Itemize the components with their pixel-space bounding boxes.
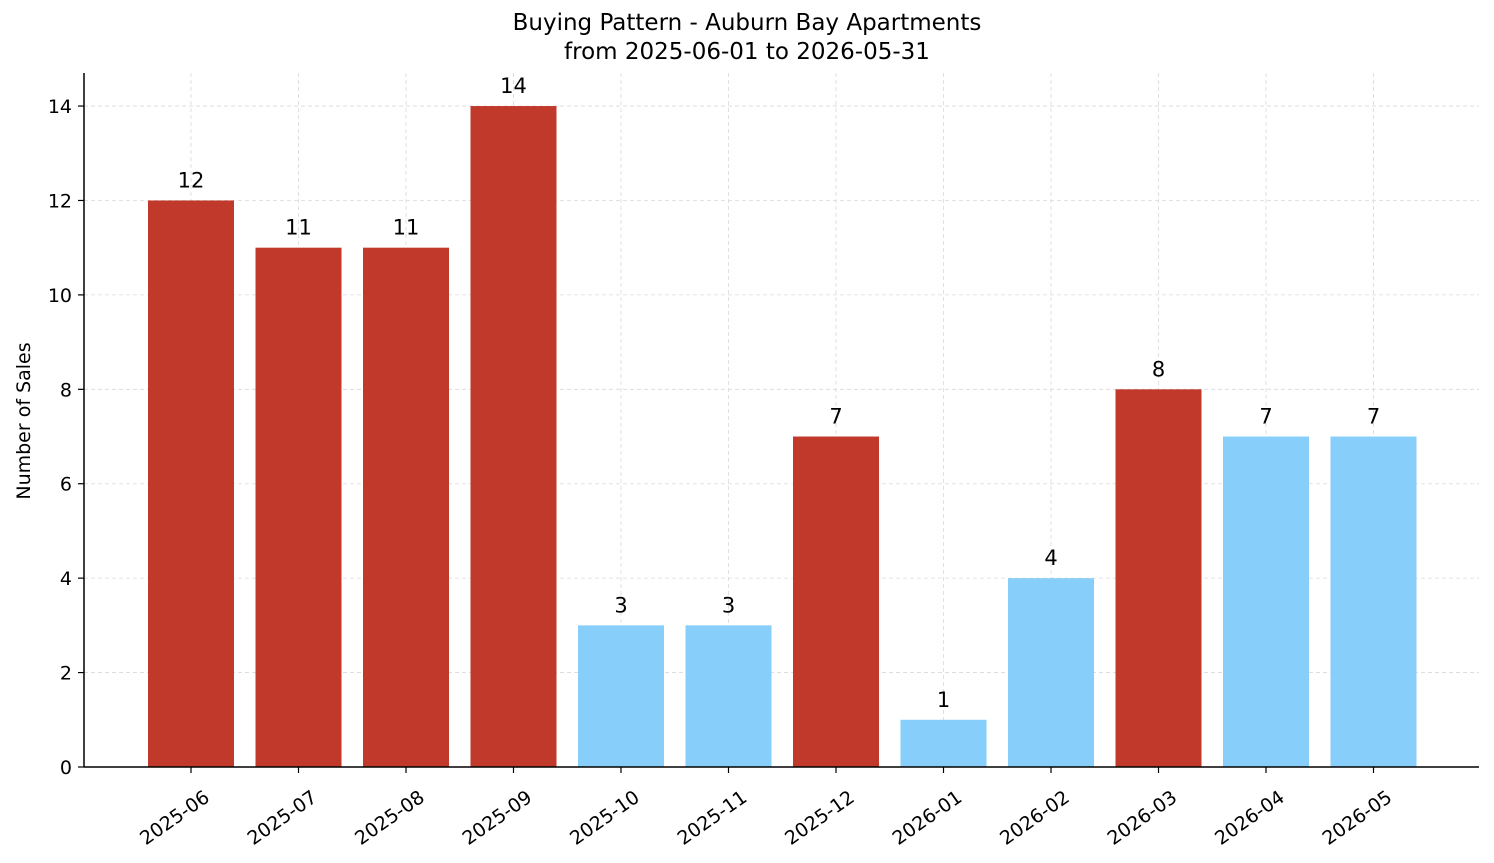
value-label: 14 (500, 74, 527, 98)
bar-2025-08 (363, 247, 449, 767)
y-tick-label: 8 (60, 379, 72, 401)
bar-2025-11 (685, 625, 772, 767)
y-tick-label: 12 (48, 190, 72, 212)
x-tick-label: 2025-08 (351, 786, 429, 850)
x-tick-label: 2026-01 (889, 786, 967, 850)
y-tick-label: 0 (60, 757, 72, 779)
x-tick-label: 2026-05 (1319, 786, 1397, 850)
bar-2026-02 (1008, 578, 1094, 767)
bar-2026-03 (1115, 389, 1202, 767)
y-tick-label: 10 (48, 285, 72, 307)
value-label: 7 (1367, 405, 1380, 429)
value-label: 7 (1259, 405, 1272, 429)
bar-2025-09 (470, 106, 557, 768)
value-label: 11 (285, 216, 312, 240)
y-axis-label: Number of Sales (13, 342, 35, 499)
value-label: 11 (393, 216, 420, 240)
bar-2025-12 (793, 436, 879, 767)
x-tick-label: 2025-12 (781, 786, 859, 850)
y-tick-label: 2 (60, 663, 72, 685)
value-label: 12 (178, 168, 205, 192)
value-label: 1 (937, 688, 950, 712)
chart-title-line-2: from 2025-06-01 to 2026-05-31 (564, 39, 930, 65)
value-label: 7 (829, 405, 842, 429)
x-tick-label: 2025-09 (459, 786, 537, 850)
bar-2025-07 (255, 247, 342, 767)
value-label: 8 (1152, 357, 1165, 381)
bars-layer (148, 106, 1417, 768)
bar-2026-01 (900, 719, 987, 767)
bar-2026-05 (1330, 436, 1417, 767)
bar-2026-04 (1223, 436, 1309, 767)
x-tick-label: 2025-11 (674, 786, 752, 850)
x-tick-label: 2026-03 (1104, 786, 1182, 850)
chart-title-line-1: Buying Pattern - Auburn Bay Apartments (512, 10, 982, 36)
value-label: 3 (722, 593, 735, 617)
x-tick-label: 2025-06 (136, 786, 214, 850)
x-tick-label: 2025-10 (566, 786, 644, 850)
y-tick-label: 4 (60, 568, 72, 590)
y-tick-label: 6 (60, 474, 72, 496)
value-label: 4 (1044, 546, 1057, 570)
x-tick-label: 2026-04 (1211, 786, 1289, 850)
value-label: 3 (614, 593, 627, 617)
bar-2025-06 (148, 200, 234, 768)
y-tick-label: 14 (48, 96, 72, 118)
x-tick-label: 2025-07 (244, 786, 322, 850)
x-tick-label: 2026-02 (996, 786, 1074, 850)
bar-2025-10 (578, 625, 664, 767)
